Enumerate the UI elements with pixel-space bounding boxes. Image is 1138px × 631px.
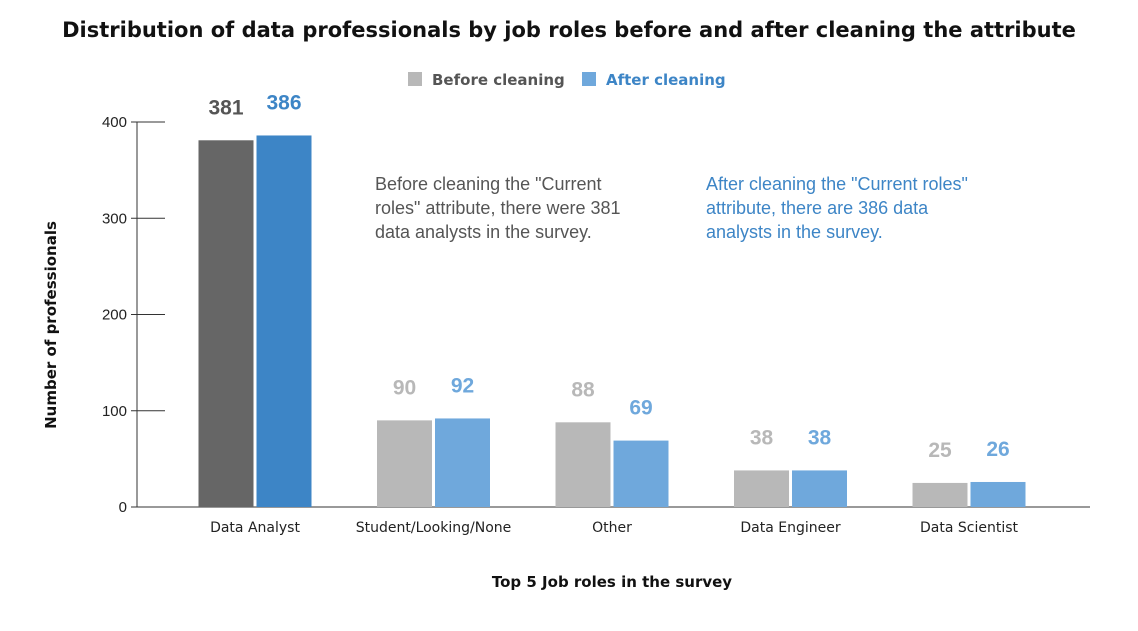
data-label-after: 38 — [808, 426, 832, 449]
bar-after — [613, 440, 669, 507]
legend-swatch-before — [408, 72, 422, 86]
x-tick-label: Other — [592, 520, 632, 536]
x-tick-label: Data Engineer — [740, 520, 840, 536]
data-label-before: 25 — [928, 439, 952, 462]
legend-label-after: After cleaning — [606, 71, 726, 89]
bar-before — [912, 482, 968, 507]
bar-after — [435, 418, 490, 507]
data-label-after: 92 — [451, 374, 474, 397]
bar-before — [734, 470, 789, 507]
y-tick-label: 200 — [102, 307, 127, 324]
y-tick-label: 0 — [119, 499, 127, 516]
data-label-after: 26 — [986, 438, 1009, 461]
data-label-before: 90 — [393, 376, 416, 399]
bar-after — [970, 481, 1026, 507]
data-label-before: 381 — [208, 96, 243, 119]
legend-label-before: Before cleaning — [432, 71, 565, 89]
x-tick-label: Student/Looking/None — [356, 520, 512, 536]
y-tick-label: 100 — [102, 403, 127, 420]
bar-before — [377, 420, 432, 507]
y-tick-label: 400 — [102, 114, 127, 131]
x-tick-label: Data Scientist — [920, 520, 1019, 536]
bar-before — [198, 140, 254, 507]
y-axis-title: Number of professionals — [42, 221, 60, 429]
bar-after — [792, 470, 847, 507]
chart-title: Distribution of data professionals by jo… — [62, 18, 1076, 42]
x-tick-label: Data Analyst — [210, 520, 300, 536]
x-axis-title: Top 5 Job roles in the survey — [492, 573, 732, 591]
data-label-before: 88 — [571, 378, 595, 401]
annotation-before: Before cleaning the "Current roles" attri… — [375, 174, 621, 242]
category-labels: Data Analyst Student/Looking/None Other Dat… — [210, 520, 1018, 536]
annotation-after: After cleaning the "Current roles" attrib… — [706, 174, 968, 242]
legend-swatch-after — [582, 72, 596, 86]
data-label-after: 386 — [266, 91, 301, 114]
bar-before — [555, 422, 611, 507]
y-tick-label: 300 — [102, 210, 127, 227]
data-label-before: 38 — [750, 426, 774, 449]
legend: Before cleaning After cleaning — [408, 71, 726, 89]
data-label-after: 69 — [629, 397, 652, 420]
bar-after — [256, 135, 312, 507]
annotations: Before cleaning the "Current roles" attri… — [375, 174, 968, 242]
value-labels: 381 386 90 92 88 69 38 38 25 26 — [208, 91, 1009, 461]
bars — [198, 135, 1026, 507]
